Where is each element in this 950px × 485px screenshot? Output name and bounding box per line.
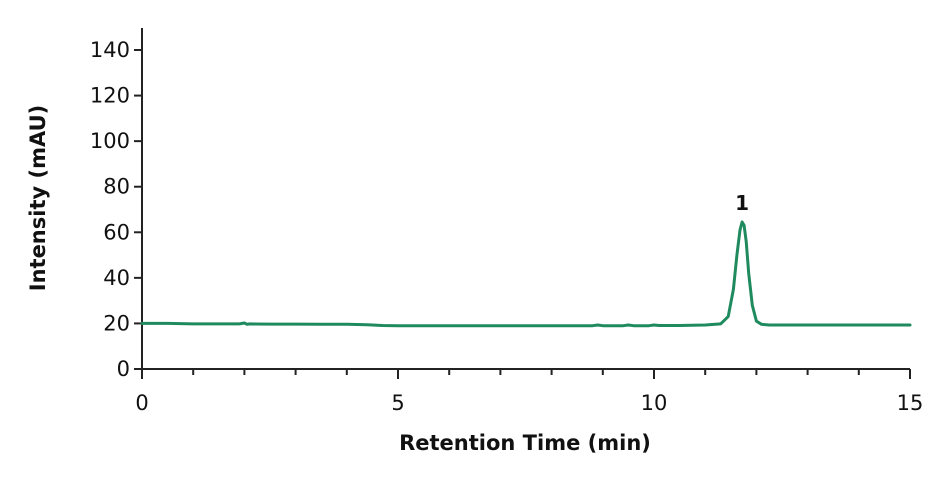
y-tick-label: 140	[90, 38, 130, 62]
y-tick-label: 20	[103, 311, 130, 335]
y-axis-ticks: 0 20 40 60 80 100 120 140	[90, 38, 142, 381]
y-tick-label: 60	[103, 220, 130, 244]
y-tick-label: 80	[103, 175, 130, 199]
x-axis-ticks: 0 5 10 15	[135, 369, 923, 415]
y-tick-label: 40	[103, 266, 130, 290]
peak-label: 1	[735, 191, 749, 215]
x-tick-label: 0	[135, 391, 148, 415]
x-tick-label: 10	[641, 391, 668, 415]
peak-annotations: 1	[735, 191, 749, 215]
x-tick-label: 15	[897, 391, 924, 415]
chromatogram-trace	[140, 220, 912, 328]
x-axis-title: Retention Time (min)	[399, 431, 651, 455]
y-tick-label: 120	[90, 84, 130, 108]
y-tick-label: 100	[90, 129, 130, 153]
y-tick-label: 0	[117, 357, 130, 381]
y-axis-title: Intensity (mAU)	[26, 105, 50, 291]
x-tick-label: 5	[391, 391, 404, 415]
